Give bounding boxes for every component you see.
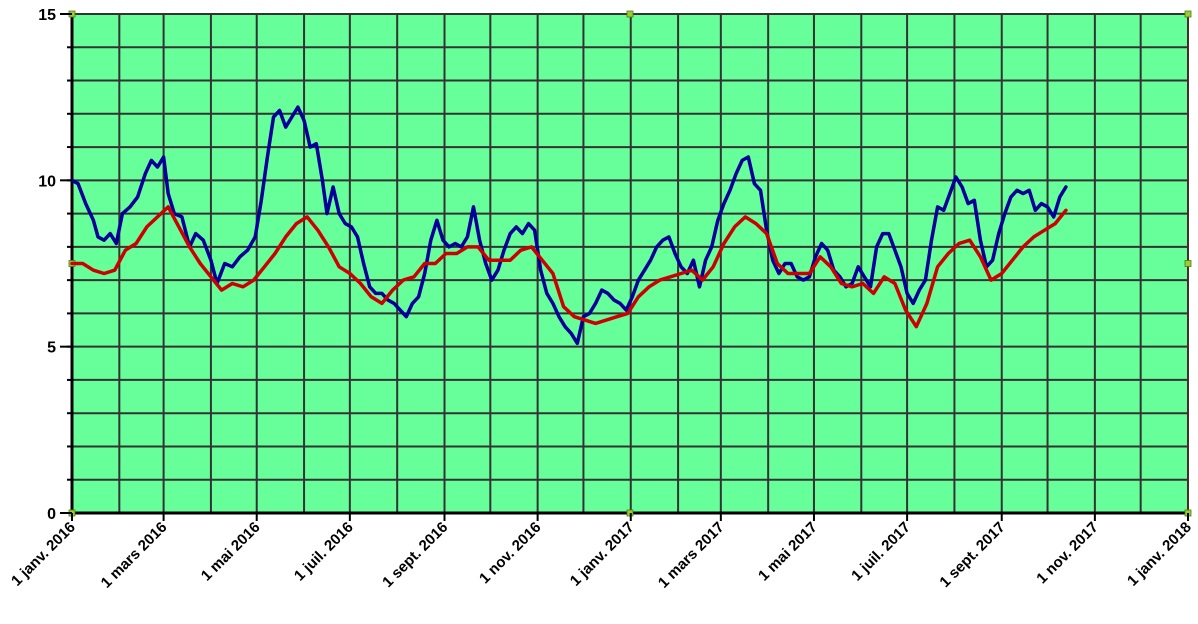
y-tick-label: 0 [47, 506, 56, 523]
series-line-1 [70, 105, 1068, 346]
y-tick-label: 5 [47, 340, 56, 357]
x-tick-label: 1 sept. 2017 [936, 519, 1008, 591]
x-tick-label: 1 mai 2016 [198, 519, 264, 585]
y-tick-label: 15 [38, 7, 56, 24]
x-tick-label: 1 janv. 2017 [567, 519, 638, 590]
series-line-2 [70, 205, 1068, 329]
x-tick-label: 1 mars 2016 [98, 519, 171, 592]
selection-handle [1184, 10, 1192, 18]
x-tick-label: 1 sept. 2016 [379, 519, 451, 591]
x-tick-label: 1 mars 2017 [655, 519, 728, 592]
x-tick-label: 1 juil. 2017 [848, 519, 914, 585]
y-tick-label: 10 [38, 173, 56, 190]
x-tick-label: 1 janv. 2018 [1124, 519, 1195, 590]
x-tick-label: 1 janv. 2016 [8, 519, 79, 590]
x-tick-label: 1 nov. 2016 [476, 519, 544, 587]
y-axis: 0 5 10 15 [38, 7, 72, 523]
x-tick-label: 1 nov. 2017 [1033, 519, 1101, 587]
x-tick-label: 1 mai 2017 [755, 519, 821, 585]
series-layer [70, 105, 1068, 346]
x-tick-label: 1 juil. 2016 [291, 519, 357, 585]
selection-handle [626, 10, 634, 18]
x-axis: 1 janv. 2016 1 mars 2016 1 mai 2016 1 juil.… [8, 513, 1195, 592]
selection-handle [1184, 260, 1192, 267]
